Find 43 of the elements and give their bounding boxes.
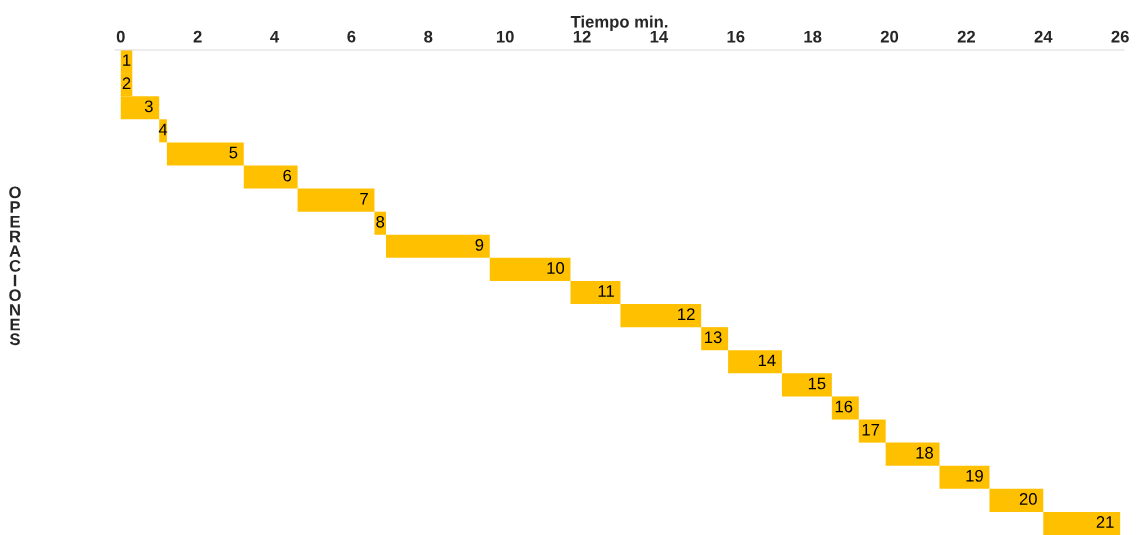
bar [885, 442, 940, 466]
x-tick-label: 16 [727, 30, 745, 43]
y-tick-label: 3 [144, 100, 153, 113]
bar [1043, 511, 1121, 535]
y-tick-label: 7 [360, 192, 368, 205]
bar [831, 396, 859, 420]
bar [728, 350, 782, 374]
bar [489, 257, 571, 281]
x-axis-title: Tiempo min. [570, 15, 668, 31]
x-tick-label: 18 [804, 30, 822, 43]
y-tick-label: 1 [123, 54, 131, 66]
y-tick-label: 19 [966, 469, 983, 482]
bar [989, 488, 1044, 512]
y-tick-label: 13 [705, 331, 722, 344]
bar [939, 465, 990, 489]
y-tick-label: 5 [229, 146, 238, 159]
x-tick-label: 4 [270, 30, 280, 43]
x-tick-label: 26 [1111, 30, 1129, 43]
y-tick-label: 11 [598, 285, 614, 297]
x-tick-label: 24 [1034, 30, 1053, 43]
bar [570, 280, 621, 305]
bar [781, 373, 832, 397]
x-tick-label: 22 [957, 30, 976, 43]
x-tick-label: 6 [347, 30, 356, 43]
bar [620, 304, 702, 328]
bar [297, 188, 375, 212]
bar [243, 165, 298, 189]
x-tick-label: 10 [496, 30, 514, 43]
bar [858, 419, 886, 443]
bar [701, 327, 729, 351]
y-tick-label: 15 [808, 377, 826, 390]
text: OPERACIONES [9, 186, 21, 346]
bar [166, 142, 244, 166]
y-tick-label: 17 [862, 423, 880, 436]
bar [385, 234, 490, 258]
x-tick-label: 12 [573, 30, 591, 43]
x-tick-label: 14 [650, 30, 669, 43]
y-tick-label: 9 [475, 238, 484, 251]
x-tick-label: 2 [193, 30, 202, 43]
y-tick-label: 21 [1096, 516, 1114, 528]
x-tick-label: 8 [424, 30, 433, 43]
x-tick-label: 0 [116, 30, 125, 43]
x-tick-label: 20 [880, 30, 899, 43]
